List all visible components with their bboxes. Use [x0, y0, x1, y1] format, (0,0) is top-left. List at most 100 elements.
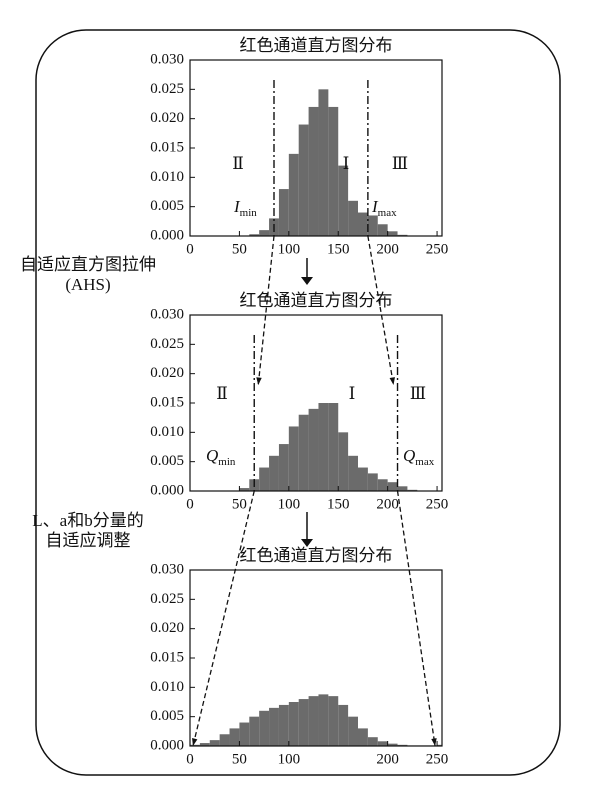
histogram-bar	[219, 734, 230, 746]
y-tick-label: 0.015	[150, 649, 184, 665]
histogram-bar	[318, 403, 329, 491]
y-tick-label: 0.010	[150, 169, 184, 185]
x-tick-label: 0	[186, 241, 194, 257]
x-tick-label: 200	[376, 496, 399, 512]
connector-arrow	[256, 377, 262, 385]
y-tick-label: 0.025	[150, 591, 184, 607]
region-label: Ⅲ	[392, 154, 408, 173]
histogram-bar	[239, 722, 250, 746]
threshold-label: Imin	[233, 197, 257, 219]
histogram-bar	[377, 479, 388, 491]
histogram-bar	[318, 694, 329, 746]
histogram-bar	[278, 444, 289, 491]
threshold-symbol: I	[233, 197, 241, 216]
histogram-bar	[367, 737, 378, 746]
histogram-bar	[348, 200, 358, 236]
threshold-subscript: max	[415, 456, 434, 468]
histogram-bar	[397, 486, 408, 491]
histogram-bar	[298, 124, 309, 236]
step-arrowhead	[301, 539, 313, 547]
histogram-bar	[308, 408, 319, 491]
y-tick-label: 0.015	[150, 139, 184, 155]
connector-arrow	[192, 738, 198, 746]
threshold-symbol: Q	[206, 446, 218, 465]
histogram-bar	[358, 212, 368, 236]
histogram-bar	[387, 482, 398, 491]
region-label: Ⅱ	[216, 384, 228, 403]
histogram-bar	[259, 230, 270, 236]
y-tick-label: 0.030	[150, 561, 184, 577]
y-tick-label: 0.005	[150, 708, 184, 724]
histogram-bar	[298, 699, 309, 746]
y-tick-label: 0.000	[150, 227, 184, 243]
histogram-bar	[367, 215, 378, 236]
y-tick-label: 0.020	[150, 365, 184, 381]
step-label: L、a和b分量的	[32, 511, 143, 530]
x-tick-label: 50	[232, 496, 247, 512]
region-label: Ⅱ	[232, 154, 244, 173]
histogram-bar	[269, 707, 279, 746]
histogram-bar	[239, 488, 250, 491]
histogram-bar	[298, 414, 309, 491]
y-tick-label: 0.030	[150, 306, 184, 322]
y-tick-label: 0.015	[150, 394, 184, 410]
histogram-bar	[338, 432, 349, 491]
connector	[257, 235, 275, 386]
y-tick-label: 0.005	[150, 198, 184, 214]
connector	[192, 490, 255, 747]
histogram-bar	[288, 153, 299, 236]
histogram-bar	[278, 704, 289, 746]
chart-title: 红色通道直方图分布	[240, 36, 393, 55]
x-tick-label: 250	[426, 496, 449, 512]
x-tick-label: 150	[327, 241, 350, 257]
y-tick-label: 0.010	[150, 679, 184, 695]
histogram-bar	[328, 106, 339, 236]
histogram-bar	[209, 740, 220, 746]
threshold-subscript: min	[218, 456, 236, 468]
step-label: 自适应调整	[46, 531, 131, 550]
threshold-symbol: I	[371, 197, 379, 216]
step-label: 自适应直方图拉伸	[20, 255, 156, 274]
x-tick-label: 100	[278, 241, 301, 257]
x-tick-label: 250	[426, 241, 449, 257]
region-label: Ⅲ	[410, 384, 426, 403]
histogram-bar	[288, 426, 299, 491]
frame	[35, 29, 561, 776]
y-tick-label: 0.020	[150, 110, 184, 126]
histogram-bar	[387, 231, 398, 236]
histogram-bar	[229, 728, 240, 746]
y-tick-label: 0.025	[150, 81, 184, 97]
connector	[396, 490, 436, 747]
histogram-bar	[308, 696, 319, 746]
histogram-bar	[348, 455, 358, 491]
histogram-bar	[259, 467, 270, 491]
y-tick-label: 0.020	[150, 620, 184, 636]
histogram-bar	[249, 716, 260, 746]
histogram-bar	[377, 224, 388, 236]
x-tick-label: 0	[186, 751, 194, 767]
threshold-label: Qmin	[206, 446, 236, 468]
histogram-bar	[387, 743, 398, 746]
region-label: Ⅰ	[349, 384, 356, 403]
histogram-bar	[358, 467, 368, 491]
x-tick-label: 150	[327, 496, 350, 512]
x-tick-label: 200	[376, 241, 399, 257]
connector-arrow	[389, 377, 395, 385]
step-arrowhead	[301, 277, 313, 285]
histogram-bar	[328, 696, 339, 746]
threshold-symbol: Q	[403, 446, 415, 465]
threshold-label: Qmax	[403, 446, 435, 468]
histogram-bar	[249, 234, 260, 236]
histogram-bar	[367, 473, 378, 491]
connector-arrow	[431, 738, 437, 746]
threshold-subscript: min	[240, 207, 258, 219]
region-label: Ⅰ	[343, 154, 350, 173]
y-tick-label: 0.030	[150, 51, 184, 67]
x-tick-label: 200	[376, 751, 399, 767]
y-tick-label: 0.000	[150, 737, 184, 753]
histogram-bar	[377, 741, 388, 746]
y-tick-label: 0.000	[150, 482, 184, 498]
y-tick-label: 0.005	[150, 453, 184, 469]
histogram-bar	[199, 743, 210, 746]
